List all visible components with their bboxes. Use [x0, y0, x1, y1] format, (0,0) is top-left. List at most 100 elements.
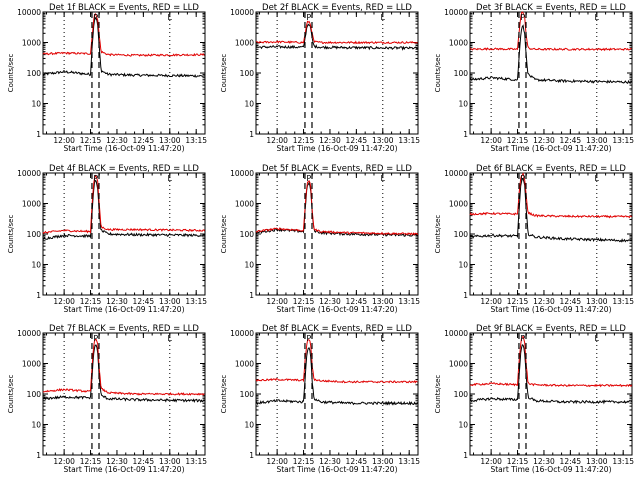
marker-p: P [93, 13, 98, 22]
y-tick-label: 100 [454, 390, 469, 399]
y-tick-label: 1000 [22, 39, 41, 48]
x-tick-label: 12:45 [346, 136, 368, 145]
panel-title: Det 3f BLACK = Events, RED = LLD [476, 3, 626, 13]
x-tick-label: 13:15 [398, 136, 420, 145]
series-line-lld [469, 335, 633, 388]
y-tick-label: 1000 [449, 200, 468, 209]
plot-frame [469, 332, 633, 456]
x-tick-label: 12:15 [293, 457, 315, 466]
y-tick-label: 10 [31, 421, 41, 430]
x-tick-label: 12:30 [533, 297, 555, 306]
marker-l: L [595, 13, 600, 22]
y-axis-label: Counts/sec [7, 215, 15, 254]
plot-frame [255, 11, 419, 135]
panel-9: Det 9f BLACK = Events, RED = LLD 1 10 100 10… [434, 324, 634, 474]
series-line-lld [42, 174, 206, 235]
marker-l: L [168, 334, 173, 343]
marker-p: P [93, 334, 98, 343]
x-tick-label: 12:45 [560, 136, 582, 145]
x-tick-label: 13:15 [185, 297, 207, 306]
x-tick-label: 12:15 [507, 136, 529, 145]
y-tick-label: 100 [240, 230, 255, 239]
marker-p: P [520, 334, 525, 343]
series-line-events [469, 344, 632, 405]
x-axis-label: Start Time (16-Oct-09 11:47:20) [490, 144, 611, 153]
x-tick-label: 12:15 [80, 297, 102, 306]
plot-frame [255, 332, 419, 456]
x-axis-label: Start Time (16-Oct-09 11:47:20) [490, 305, 611, 314]
x-tick-label: 12:30 [106, 457, 128, 466]
y-tick-label: 1000 [449, 39, 468, 48]
y-tick-label: 1 [463, 291, 468, 300]
x-tick-label: 12:30 [319, 457, 341, 466]
series-line-events [469, 177, 632, 243]
y-tick-label: 10 [458, 100, 468, 109]
y-axis-label: Counts/sec [7, 54, 15, 93]
x-axis-label: Start Time (16-Oct-09 11:47:20) [276, 144, 397, 153]
x-axis-label: Start Time (16-Oct-09 11:47:20) [276, 305, 397, 314]
x-tick-label: 12:30 [319, 136, 341, 145]
marker-l: L [168, 13, 173, 22]
y-tick-label: 10 [244, 261, 254, 270]
y-tick-label: 100 [27, 230, 42, 239]
x-tick-label: 12:00 [480, 297, 502, 306]
panel-4: Det 4f BLACK = Events, RED = LLD 1 10 100 10… [7, 164, 207, 314]
y-tick-label: 1000 [22, 360, 41, 369]
y-tick-label: 10 [31, 261, 41, 270]
x-tick-label: 12:15 [293, 136, 315, 145]
y-tick-label: 100 [454, 230, 469, 239]
x-tick-label: 12:00 [53, 297, 75, 306]
y-tick-label: 1 [36, 291, 41, 300]
panel-title: Det 6f BLACK = Events, RED = LLD [476, 164, 626, 174]
series-line-lld [255, 179, 419, 236]
marker-p: P [306, 334, 311, 343]
x-axis-label: Start Time (16-Oct-09 11:47:20) [490, 465, 611, 474]
y-tick-label: 1 [36, 130, 41, 139]
y-tick-label: 10000 [444, 329, 468, 338]
panel-title: Det 2f BLACK = Events, RED = LLD [262, 3, 412, 13]
x-tick-label: 13:15 [185, 136, 207, 145]
series-line-lld [255, 339, 418, 384]
x-tick-label: 12:00 [53, 457, 75, 466]
y-tick-label: 1000 [22, 200, 41, 209]
marker-l: L [381, 174, 386, 183]
marker-p: P [306, 13, 311, 22]
y-tick-label: 10000 [230, 169, 254, 178]
y-tick-label: 1 [36, 451, 41, 460]
y-tick-label: 10 [244, 100, 254, 109]
x-tick-label: 13:15 [612, 297, 634, 306]
series-line-lld [255, 20, 418, 45]
x-axis-label: Start Time (16-Oct-09 11:47:20) [276, 465, 397, 474]
panel-6: Det 6f BLACK = Events, RED = LLD 1 10 100 10… [434, 164, 634, 314]
y-tick-label: 100 [240, 390, 255, 399]
y-tick-label: 10000 [444, 169, 468, 178]
series-line-lld [469, 172, 632, 219]
y-tick-label: 10000 [17, 329, 41, 338]
x-tick-label: 12:00 [480, 136, 502, 145]
plot-frame [469, 11, 633, 135]
x-tick-label: 12:00 [53, 136, 75, 145]
x-tick-label: 13:00 [159, 457, 181, 466]
y-tick-label: 10000 [230, 329, 254, 338]
x-tick-label: 13:15 [398, 297, 420, 306]
x-tick-label: 13:00 [372, 136, 394, 145]
x-tick-label: 12:45 [346, 457, 368, 466]
x-tick-label: 13:00 [586, 297, 608, 306]
series-line-lld [469, 11, 632, 52]
y-tick-label: 1000 [235, 360, 254, 369]
panel-3: Det 3f BLACK = Events, RED = LLD 1 10 100 10… [434, 3, 634, 153]
x-tick-label: 12:30 [106, 297, 128, 306]
y-tick-label: 10 [244, 421, 254, 430]
x-tick-label: 12:15 [507, 297, 529, 306]
x-tick-label: 12:45 [560, 297, 582, 306]
series-line-events [42, 344, 205, 403]
marker-l: L [168, 174, 173, 183]
x-tick-label: 12:45 [346, 297, 368, 306]
x-tick-label: 13:00 [372, 457, 394, 466]
x-axis-label: Start Time (16-Oct-09 11:47:20) [63, 144, 184, 153]
x-axis-label: Start Time (16-Oct-09 11:47:20) [63, 465, 184, 474]
series-line-events [469, 24, 632, 85]
x-tick-label: 12:15 [293, 297, 315, 306]
plot-frame [469, 172, 633, 296]
